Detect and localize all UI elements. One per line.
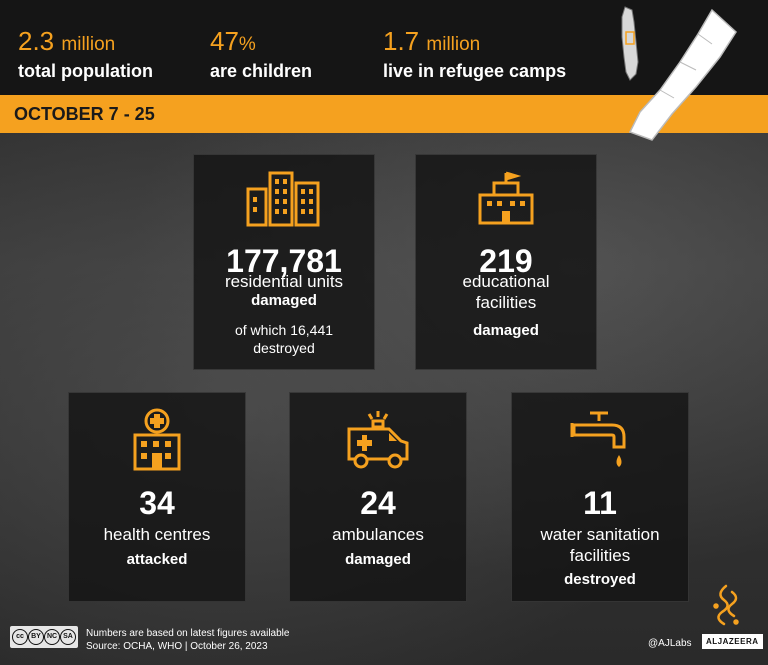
ambulance-icon (347, 411, 409, 469)
stat-unit: million (61, 34, 116, 55)
cc-nc-icon: NC (44, 629, 60, 645)
water-desc-2: facilities (569, 546, 631, 565)
card-educational: 219 educational facilities damaged (415, 154, 597, 370)
buildings-icon (246, 171, 320, 227)
cc-by-icon: BY (28, 629, 44, 645)
health-status: attacked (126, 551, 188, 568)
footer-note: Numbers are based on latest figures avai… (86, 627, 289, 653)
ajlabs-handle: @AJLabs (648, 638, 692, 649)
stat-children: 47% are children (210, 26, 312, 82)
top-stats-bar: 2.3 million total population 47% are chi… (0, 0, 768, 95)
aljazeera-brand: ALJAZEERA (702, 634, 763, 649)
educational-desc-1: educational (462, 272, 550, 291)
stat-label: total population (18, 61, 153, 81)
cc-icon: cc (12, 629, 28, 645)
water-count: 11 (583, 485, 617, 521)
stat-value: 1.7 (383, 26, 420, 56)
stat-unit: million (426, 34, 481, 55)
stat-unit: % (238, 34, 256, 55)
creative-commons-badge: cc BY NC SA (10, 626, 78, 648)
stat-population: 2.3 million total population (18, 26, 153, 82)
stat-label: live in refugee camps (383, 61, 567, 81)
water-tap-icon (570, 411, 626, 467)
residential-extra-2: destroyed (253, 340, 315, 356)
footer-source: Source: OCHA, WHO | October 26, 2023 (86, 641, 268, 652)
stat-refugee-camps: 1.7 million live in refugee camps (383, 26, 566, 82)
stat-label: are children (210, 61, 313, 81)
residential-count: 177,781 (226, 243, 342, 279)
aljazeera-logo-icon (713, 584, 739, 626)
health-count: 34 (139, 485, 175, 521)
educational-desc-2: facilities (475, 293, 537, 312)
residential-desc: residential units (224, 272, 344, 291)
stat-value: 47 (210, 26, 239, 56)
footer-disclaimer: Numbers are based on latest figures avai… (86, 628, 290, 639)
hospital-icon (133, 408, 181, 471)
card-residential: 177,781 residential units damaged of whi… (193, 154, 375, 370)
card-ambulances: 24 ambulances damaged (289, 392, 467, 602)
health-desc: health centres (103, 525, 211, 544)
school-icon (478, 171, 534, 225)
residential-status: damaged (251, 292, 317, 309)
card-water: 11 water sanitation facilities destroyed (511, 392, 689, 602)
educational-status: damaged (473, 322, 539, 339)
water-status: destroyed (564, 571, 636, 588)
educational-count: 219 (479, 243, 533, 279)
ambulances-desc: ambulances (332, 525, 424, 544)
ambulances-count: 24 (360, 485, 396, 521)
ambulances-status: damaged (345, 551, 411, 568)
date-range: OCTOBER 7 - 25 (14, 104, 155, 124)
cc-sa-icon: SA (60, 629, 76, 645)
stat-value: 2.3 (18, 26, 55, 56)
water-desc-1: water sanitation (540, 525, 660, 544)
card-health: 34 health centres attacked (68, 392, 246, 602)
gaza-map-icon (621, 6, 737, 141)
residential-extra-1: of which 16,441 (234, 322, 334, 338)
